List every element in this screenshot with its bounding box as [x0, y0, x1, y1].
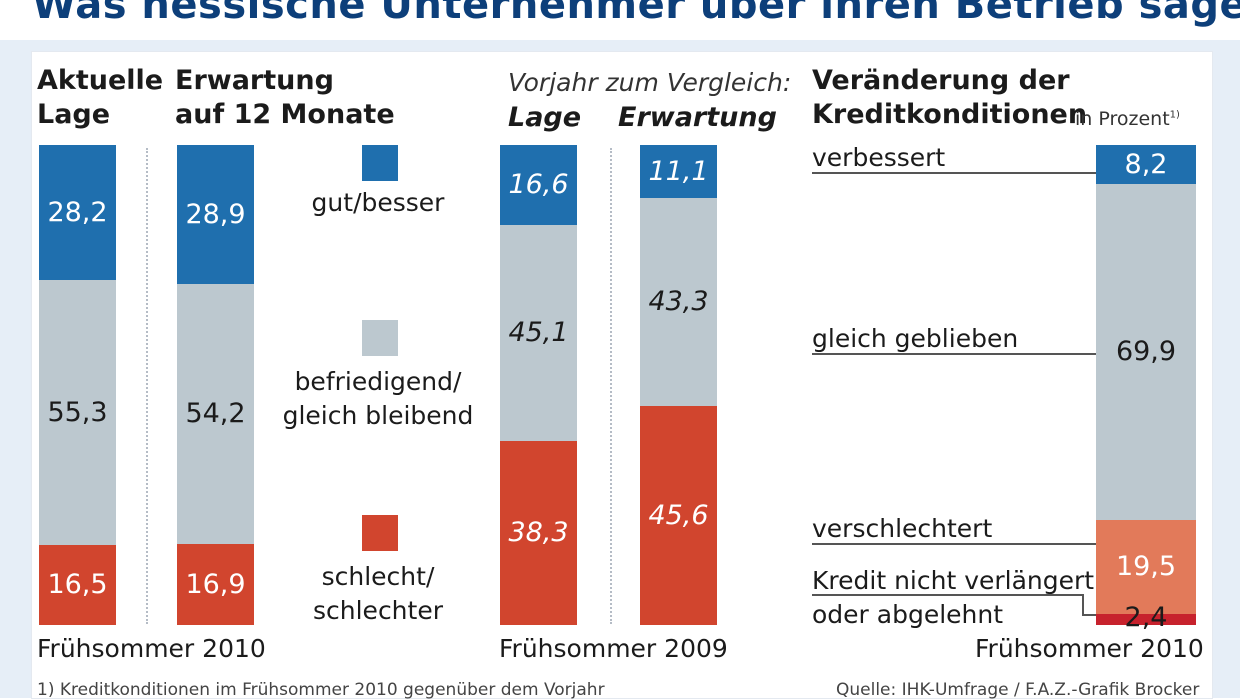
leader-nicht-verlaengert-v — [1082, 594, 1084, 614]
lage-2009-segment-0 — [500, 145, 577, 225]
erwartung-2009-segment-1 — [640, 198, 717, 406]
kredit-2010-value-label-3: 2,4 — [1124, 601, 1168, 633]
aktuelle-lage-2010-value-label-0: 28,2 — [47, 196, 108, 228]
header-vorjahr-erwartung: Erwartung — [618, 102, 777, 133]
erwartung-2010-segment-1 — [177, 284, 254, 544]
erwartung-2010-segment-0 — [177, 145, 254, 284]
header-erwartung: Erwartung auf 12 Monate — [175, 65, 395, 130]
lage-2009-value-label-0: 16,6 — [508, 169, 569, 200]
header-vorjahr-lage: Lage — [508, 102, 582, 133]
frame-top — [0, 40, 1240, 52]
kredit-2010-segment-0 — [1096, 145, 1196, 184]
legend-swatch-good — [362, 145, 398, 181]
aktuelle-lage-2010-segment-2 — [39, 545, 116, 625]
header-vorjahr: Vorjahr zum Vergleich: — [508, 68, 792, 97]
kredit-2010-segment-2 — [1096, 520, 1196, 614]
legend-label-bad: schlecht/ schlechter — [313, 562, 443, 625]
legend-label-neutral: befriedigend/ gleich bleibend — [282, 367, 474, 430]
kredit-label-verbessert: verbessert — [812, 143, 946, 172]
legend-swatch-neutral — [362, 320, 398, 356]
kredit-label-oder-abgelehnt: oder abgelehnt — [812, 600, 1004, 629]
footnote-mark: 1) — [1169, 109, 1180, 121]
legend-swatch-bad — [362, 515, 398, 551]
erwartung-2009-value-label-0: 11,1 — [648, 155, 709, 187]
kredit-2010-segment-1 — [1096, 184, 1196, 520]
kredit-2010-value-label-2: 19,5 — [1115, 551, 1177, 582]
kredit-2010-segment-3 — [1096, 614, 1196, 625]
kredit-label-nicht-verlaengert: Kredit nicht verlängert — [812, 566, 1095, 595]
footer-fruehsommer-2010-left: Frühsommer 2010 — [37, 634, 266, 663]
aktuelle-lage-2010-value-label-1: 55,3 — [47, 396, 108, 428]
bar-erwartung-2009: 11,1 43,3 45,6 — [640, 145, 717, 625]
erwartung-2010-value-label-0: 28,9 — [185, 198, 246, 230]
erwartung-2009-value-label-2: 45,6 — [648, 499, 709, 531]
chart-title: Was hessische Unternehmer über ihren Bet… — [32, 0, 1240, 28]
erwartung-2010-value-label-2: 16,9 — [185, 568, 246, 600]
header-kredit: Veränderung der Kreditkonditionen — [812, 65, 1088, 130]
bar-erwartung-2010: 28,9 54,2 16,9 — [177, 145, 254, 625]
source: Quelle: IHK-Umfrage / F.A.Z.-Grafik Broc… — [836, 680, 1200, 700]
kredit-label-verschlechtert: verschlechtert — [812, 514, 993, 543]
erwartung-2010-segment-2 — [177, 544, 254, 625]
lage-2009-segment-2 — [500, 441, 577, 625]
bar-lage-2009: 16,6 45,1 38,3 — [500, 145, 577, 625]
footer-fruehsommer-2010-right: Frühsommer 2010 — [975, 634, 1204, 663]
lage-2009-value-label-2: 38,3 — [508, 517, 569, 548]
aktuelle-lage-2010-segment-1 — [39, 280, 116, 545]
erwartung-2009-value-label-1: 43,3 — [648, 286, 709, 317]
aktuelle-lage-2010-value-label-2: 16,5 — [47, 569, 108, 600]
leader-verschlechtert — [812, 543, 1096, 545]
leader-gleich — [812, 353, 1096, 355]
separator-2009 — [610, 148, 612, 624]
frame-left — [0, 52, 32, 698]
lage-2009-value-label-1: 45,1 — [508, 317, 569, 348]
bar-aktuelle-lage-2010: 28,2 55,3 16,5 — [39, 145, 116, 625]
legend-label-good: gut/besser — [311, 188, 445, 217]
leader-nicht-verlaengert — [812, 594, 1082, 596]
separator-2010 — [146, 148, 148, 624]
erwartung-2009-segment-2 — [640, 406, 717, 625]
frame-right — [1212, 52, 1240, 698]
erwartung-2010-value-label-1: 54,2 — [185, 398, 246, 429]
bar-kreditkonditionen-2010: 8,2 69,9 19,5 2,4 — [1096, 145, 1196, 632]
erwartung-2009-segment-0 — [640, 145, 717, 198]
footer-fruehsommer-2009: Frühsommer 2009 — [499, 634, 728, 663]
header-in-prozent: in Prozent1) — [1075, 108, 1180, 130]
aktuelle-lage-2010-segment-0 — [39, 145, 116, 280]
leader-verbessert — [812, 172, 1096, 174]
leader-nicht-verlaengert-h2 — [1082, 614, 1096, 616]
footnote: 1) Kreditkonditionen im Frühsommer 2010 … — [37, 680, 605, 700]
lage-2009-segment-1 — [500, 225, 577, 441]
in-prozent-text: in Prozent — [1075, 108, 1170, 130]
kredit-2010-value-label-1: 69,9 — [1115, 336, 1177, 367]
kredit-label-gleich: gleich geblieben — [812, 324, 1019, 353]
kredit-2010-value-label-0: 8,2 — [1124, 148, 1168, 180]
header-aktuelle-lage: Aktuelle Lage — [37, 65, 164, 130]
